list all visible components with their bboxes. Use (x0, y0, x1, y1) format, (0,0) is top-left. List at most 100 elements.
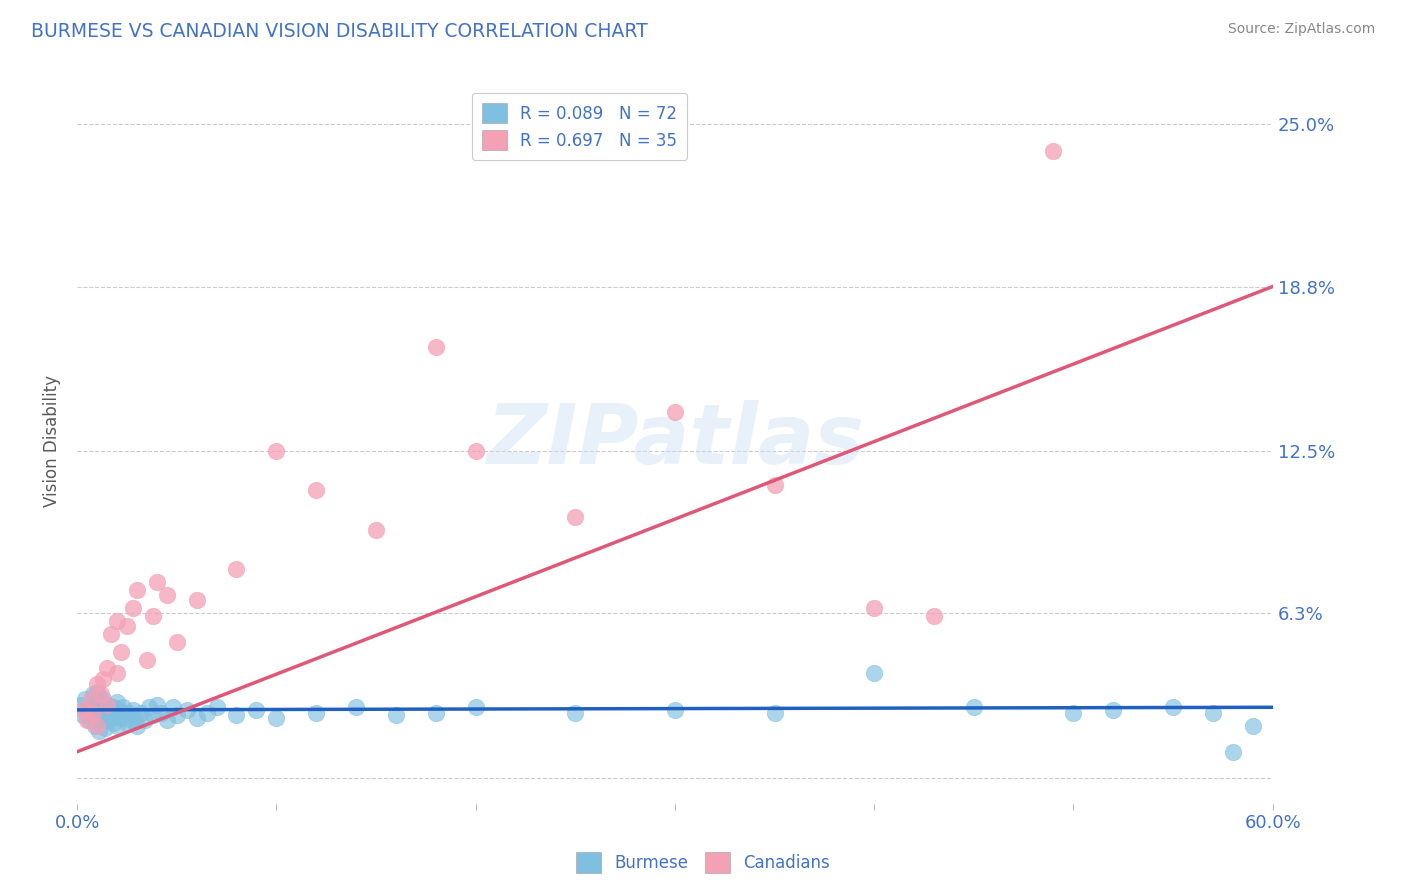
Point (86, 718, 108, 732)
Point (87, 723, 110, 738)
Point (664, 703, 686, 717)
Point (72, 703, 94, 717)
Point (134, 714, 156, 728)
Legend: R = 0.089   N = 72, R = 0.697   N = 35: R = 0.089 N = 72, R = 0.697 N = 35 (471, 93, 688, 161)
Point (82, 687, 104, 701)
Point (86, 684, 108, 698)
Point (142, 608, 165, 623)
Point (90, 687, 112, 701)
Point (96, 698, 118, 712)
Point (82, 706, 104, 720)
Point (101, 715, 124, 730)
Y-axis label: Vision Disability: Vision Disability (44, 375, 60, 507)
Text: ZIPatlas: ZIPatlas (486, 401, 863, 481)
Point (863, 601, 886, 615)
Point (763, 706, 786, 720)
Point (138, 700, 160, 714)
Point (266, 444, 288, 458)
Point (76, 703, 98, 717)
Point (108, 703, 131, 717)
Point (105, 614, 128, 628)
Point (863, 666, 886, 681)
Point (1042, 144, 1064, 158)
Point (96, 714, 118, 728)
Point (90, 698, 112, 712)
Point (105, 695, 128, 709)
Point (125, 582, 148, 597)
Point (98, 703, 121, 717)
Point (225, 562, 247, 576)
Point (111, 700, 134, 714)
Point (266, 711, 288, 725)
Point (114, 708, 136, 723)
Point (80, 700, 103, 714)
Point (115, 715, 138, 730)
Point (122, 703, 145, 717)
Point (115, 619, 138, 633)
Point (146, 574, 169, 589)
Point (176, 703, 198, 717)
Point (94, 708, 117, 723)
Point (110, 645, 132, 659)
Point (101, 700, 124, 714)
Point (186, 711, 208, 725)
Point (763, 478, 786, 492)
Point (464, 700, 486, 714)
Point (118, 706, 141, 720)
Point (104, 706, 127, 720)
Point (1161, 700, 1184, 714)
Text: BURMESE VS CANADIAN VISION DISABILITY CORRELATION CHART: BURMESE VS CANADIAN VISION DISABILITY CO… (31, 22, 648, 41)
Point (922, 608, 945, 623)
Point (124, 711, 146, 725)
Point (305, 706, 328, 720)
Point (425, 340, 447, 354)
Point (425, 706, 447, 720)
Point (72, 708, 94, 723)
Point (166, 635, 188, 649)
Point (96, 698, 118, 712)
Point (100, 711, 122, 725)
Point (80, 692, 103, 706)
Point (162, 700, 184, 714)
Point (305, 483, 328, 498)
Point (84, 695, 107, 709)
Point (96, 661, 118, 675)
Point (77, 714, 100, 728)
Point (87, 690, 110, 704)
Point (364, 523, 387, 537)
Point (142, 708, 165, 723)
Point (76, 714, 98, 728)
Point (1241, 718, 1264, 732)
Point (94, 721, 117, 735)
Point (70, 698, 93, 712)
Point (245, 703, 267, 717)
Point (91, 672, 114, 686)
Point (91, 692, 114, 706)
Point (149, 706, 172, 720)
Point (664, 405, 686, 419)
Point (100, 627, 122, 641)
Point (385, 708, 408, 723)
Point (963, 700, 986, 714)
Point (86, 700, 108, 714)
Point (195, 706, 218, 720)
Point (166, 708, 188, 723)
Point (86, 677, 108, 691)
Point (135, 653, 157, 667)
Point (564, 509, 586, 524)
Point (1102, 703, 1125, 717)
Point (105, 666, 128, 681)
Point (110, 711, 132, 725)
Point (129, 706, 152, 720)
Point (146, 698, 169, 712)
Point (564, 706, 586, 720)
Point (122, 601, 145, 615)
Point (344, 700, 367, 714)
Point (105, 718, 128, 732)
Text: Source: ZipAtlas.com: Source: ZipAtlas.com (1227, 22, 1375, 37)
Point (464, 444, 486, 458)
Point (73, 692, 96, 706)
Point (225, 708, 247, 723)
Point (186, 593, 208, 607)
Point (1202, 706, 1225, 720)
